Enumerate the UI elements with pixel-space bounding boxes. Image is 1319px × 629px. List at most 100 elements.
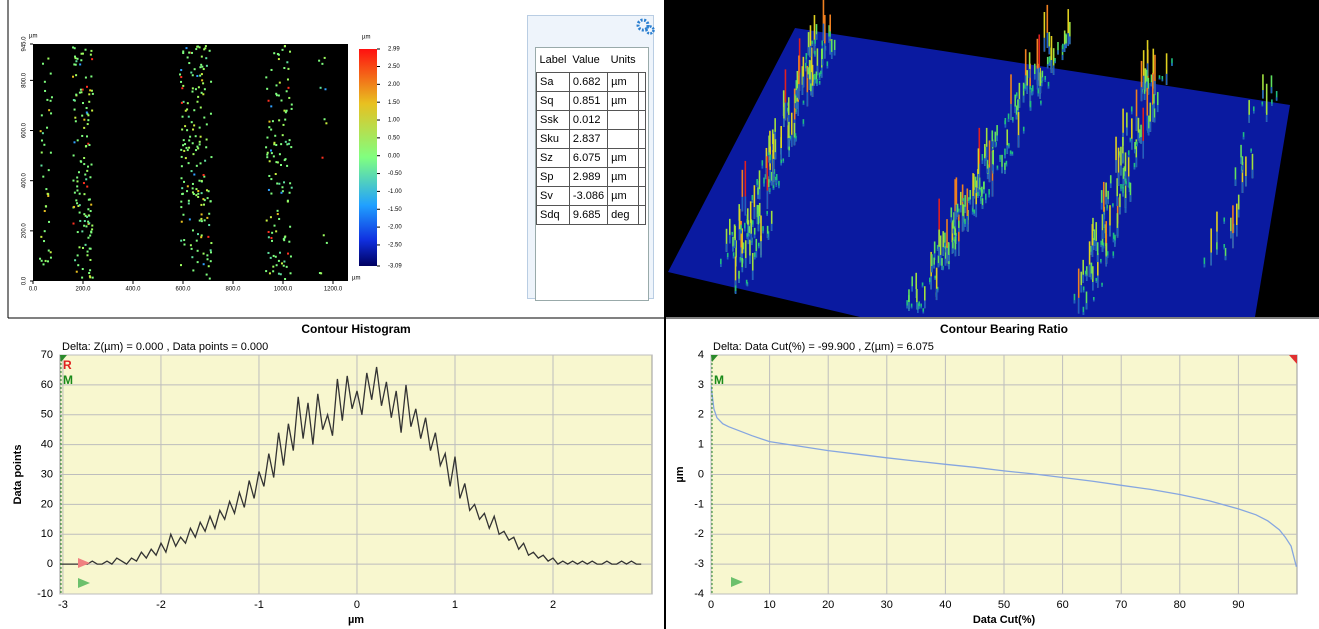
height-point bbox=[196, 45, 199, 48]
height-point bbox=[84, 214, 87, 217]
height-point bbox=[184, 157, 187, 160]
height-point bbox=[80, 59, 83, 62]
height-point bbox=[278, 81, 281, 84]
height-point bbox=[89, 89, 92, 92]
height-point bbox=[180, 69, 183, 72]
height-point bbox=[198, 140, 201, 143]
height-point bbox=[89, 234, 92, 237]
height-point bbox=[43, 80, 46, 83]
height-point bbox=[91, 58, 94, 61]
height-point bbox=[277, 259, 280, 262]
height-point bbox=[84, 243, 87, 246]
y-tick-label: 600.0 bbox=[22, 122, 28, 138]
height-point bbox=[280, 163, 283, 166]
table-row: Sv -3.086 µm bbox=[536, 186, 647, 206]
y-tick-label: -10 bbox=[37, 588, 53, 600]
height-point bbox=[209, 112, 212, 115]
y-tick-label: 0 bbox=[698, 468, 704, 480]
height-point bbox=[46, 192, 49, 195]
table-cell: µm bbox=[607, 186, 640, 206]
height-point bbox=[204, 45, 207, 48]
height-point bbox=[200, 203, 203, 206]
height-point bbox=[203, 88, 206, 91]
height-point bbox=[43, 210, 46, 213]
height-point bbox=[87, 119, 90, 122]
height-point bbox=[87, 198, 90, 201]
table-cell: Sku bbox=[536, 129, 570, 149]
height-point bbox=[191, 229, 194, 232]
height-point bbox=[276, 213, 279, 216]
height-point bbox=[287, 86, 290, 89]
height-point bbox=[202, 82, 205, 85]
table-cell: Sdq bbox=[536, 205, 570, 225]
marker-handle bbox=[731, 577, 743, 587]
table-cell bbox=[638, 91, 647, 111]
height-point bbox=[85, 107, 88, 110]
data-line bbox=[711, 385, 1297, 567]
height-point bbox=[73, 191, 76, 194]
height-point bbox=[78, 91, 81, 94]
height-point bbox=[284, 111, 287, 114]
height-point bbox=[206, 258, 209, 261]
height-point bbox=[289, 50, 292, 53]
height-point bbox=[180, 239, 183, 242]
height-point bbox=[90, 49, 93, 52]
height-point bbox=[280, 99, 283, 102]
height-point bbox=[283, 109, 286, 112]
height-point bbox=[84, 76, 87, 79]
height-point bbox=[43, 230, 46, 233]
height-point bbox=[73, 63, 76, 66]
y-axis-label: Data points bbox=[12, 445, 24, 505]
height-point bbox=[87, 142, 90, 145]
height-point bbox=[270, 178, 273, 181]
height-point bbox=[72, 154, 75, 157]
height-point bbox=[183, 243, 186, 246]
height-point bbox=[192, 269, 195, 272]
height-point bbox=[205, 138, 208, 141]
height-point bbox=[186, 102, 189, 105]
height-point bbox=[199, 162, 202, 165]
height-point bbox=[84, 173, 87, 176]
height-point bbox=[185, 146, 188, 149]
height-point bbox=[180, 165, 183, 168]
chart-title: Contour Histogram bbox=[301, 322, 410, 336]
height-point bbox=[269, 216, 272, 219]
height-point bbox=[75, 74, 78, 77]
height-point bbox=[87, 165, 90, 168]
height-point bbox=[203, 175, 206, 178]
height-point bbox=[195, 48, 198, 51]
height-point bbox=[86, 254, 89, 257]
height-point bbox=[76, 231, 79, 234]
height-point bbox=[271, 120, 274, 123]
height-point bbox=[282, 238, 285, 241]
height-point bbox=[77, 171, 80, 174]
height-point bbox=[46, 126, 49, 129]
height-point bbox=[275, 94, 278, 97]
table-row: Sku 2.837 bbox=[536, 129, 647, 149]
height-point bbox=[81, 102, 84, 105]
colorbar-label: -1.50 bbox=[388, 207, 402, 213]
table-cell bbox=[638, 72, 647, 92]
height-point bbox=[286, 78, 289, 81]
height-point bbox=[270, 236, 273, 239]
marker-label: M bbox=[63, 373, 73, 387]
height-point bbox=[195, 164, 198, 167]
height-point bbox=[275, 144, 278, 147]
height-point bbox=[181, 187, 184, 190]
colorbar-label: 1.50 bbox=[388, 100, 400, 106]
height-point bbox=[180, 200, 183, 203]
height-point bbox=[182, 50, 185, 53]
height-point bbox=[200, 192, 203, 195]
height-point bbox=[267, 251, 270, 254]
height-point bbox=[79, 63, 82, 66]
settings-icon[interactable] bbox=[636, 18, 656, 36]
height-point bbox=[89, 176, 92, 179]
height-point bbox=[50, 96, 53, 99]
table-cell: -3.086 bbox=[568, 186, 609, 206]
height-point bbox=[88, 144, 91, 147]
height-point bbox=[44, 259, 47, 262]
height-point bbox=[199, 106, 202, 109]
height-point bbox=[281, 134, 284, 137]
height-point bbox=[182, 100, 185, 103]
